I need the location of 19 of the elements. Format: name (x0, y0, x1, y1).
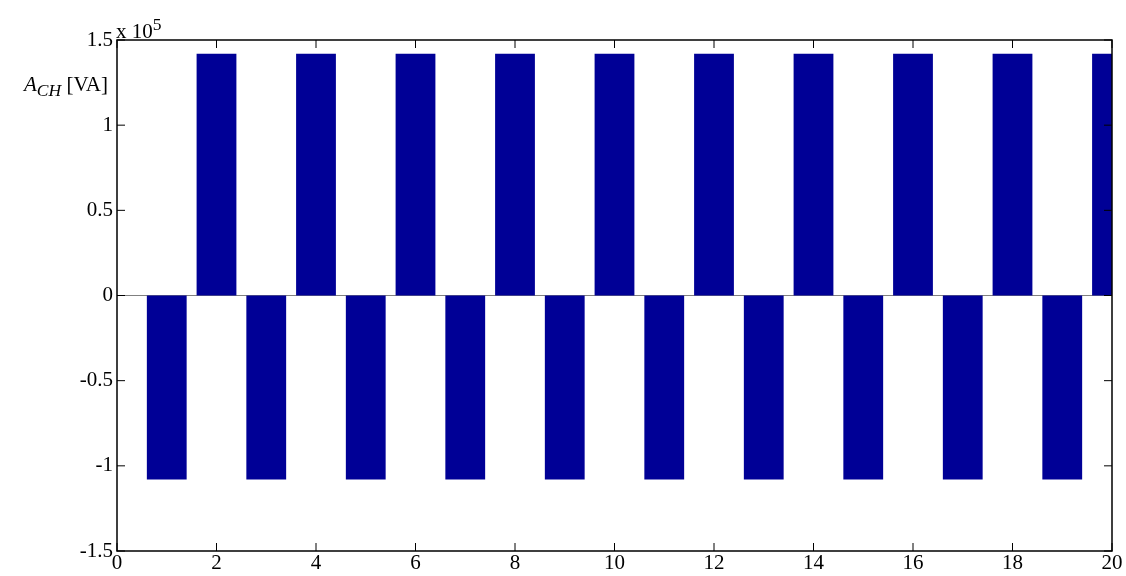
annotation: x 10$^{5}$ (116, 13, 162, 45)
y-tick-label: 0.5 (86, 196, 113, 221)
y-tick-label: 0 (102, 282, 113, 307)
x-tick-label: 6 (410, 550, 421, 575)
x-tick-label: 10 (604, 550, 625, 575)
x-tick-label: 12 (703, 550, 725, 575)
y-tick-label: 1 (102, 111, 113, 136)
y-tick-label: -0.5 (79, 367, 113, 392)
x-tick-label: 2 (211, 550, 222, 575)
x-tick-label: 20 (1101, 550, 1123, 575)
x-tick-label: 4 (310, 550, 322, 575)
y-axis-title: A$_{CH}$ [VA] (24, 72, 109, 102)
x-tick-label: 18 (1002, 550, 1023, 575)
x-tick-label: 16 (902, 550, 924, 575)
y-tick-label: -1 (95, 452, 113, 477)
x-tick-label: 14 (803, 550, 825, 575)
x-tick-label: 8 (509, 550, 521, 575)
y-tick-label: -1.5 (79, 537, 113, 562)
y-tick-label: 1.5 (86, 26, 113, 51)
